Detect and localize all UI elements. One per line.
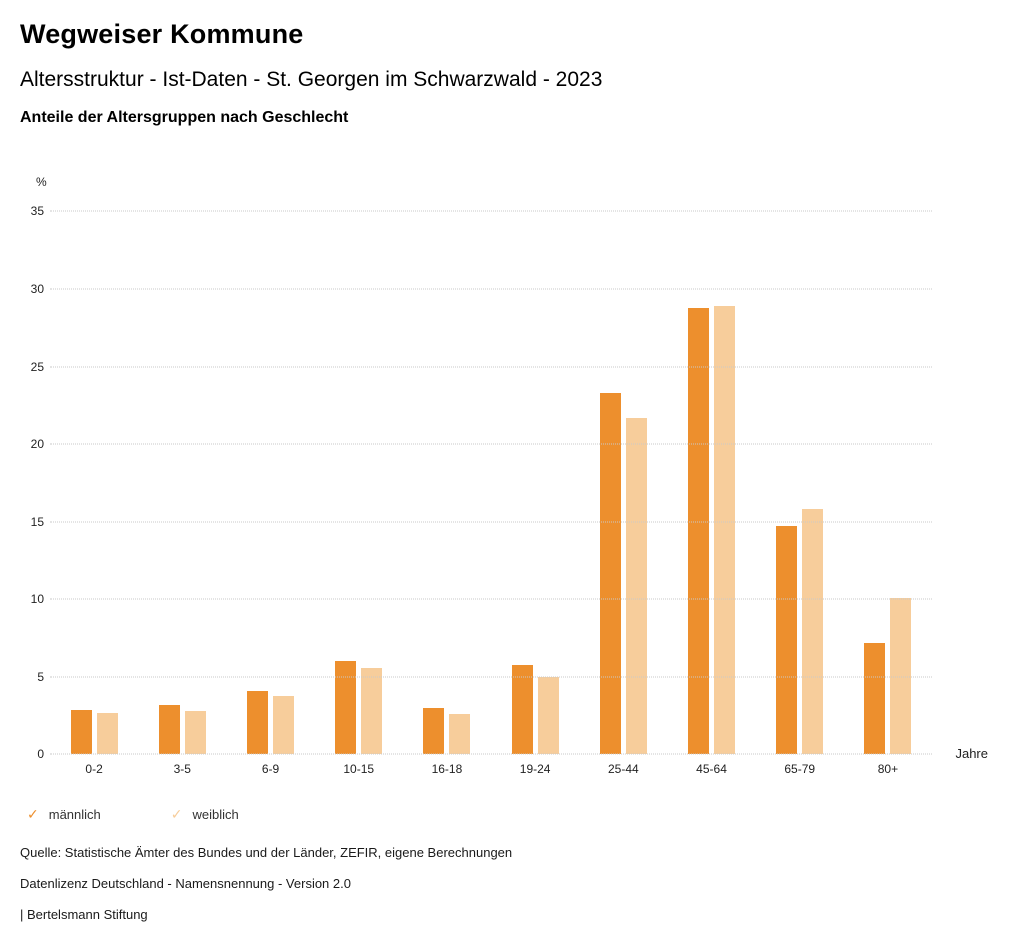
gridline [50,676,932,678]
legend-item-weiblich[interactable]: ✓ weiblich [171,806,239,823]
legend-item-maennlich[interactable]: ✓ männlich [27,806,101,823]
x-axis-tick-label: 16-18 [431,762,463,777]
gridline [50,521,932,523]
bar-weiblich-10-15[interactable] [361,667,383,755]
y-axis-tick-label: 0 [37,747,44,762]
bar-group-16-18 [403,211,491,755]
x-axis-tick-label: 19-24 [519,762,551,777]
bar-weiblich-19-24[interactable] [537,676,559,755]
bar-männlich-6-9[interactable] [247,690,268,755]
x-axis-tick-label: 6-9 [261,762,280,777]
bar-männlich-19-24[interactable] [511,664,533,755]
x-axis-tick-label: 0-2 [85,762,103,777]
x-axis-tick-label: 65-79 [784,762,816,777]
chart-sub-subtitle: Anteile der Altersgruppen nach Geschlech… [20,108,349,126]
legend: ✓ männlich ✓ weiblich [27,806,1004,823]
y-axis-unit-label: % [36,175,47,190]
gridline [50,443,932,445]
y-axis-tick-label: 5 [37,669,44,684]
legend-label-maennlich: männlich [48,807,101,823]
x-axis-tick-label: 80+ [877,762,899,777]
bar-group-3-5 [138,211,226,755]
x-axis-tick-label: 45-64 [696,762,727,777]
check-icon: ✓ [27,806,39,823]
bar-männlich-3-5[interactable] [158,704,180,755]
bar-group-45-64 [667,211,755,755]
license-note: Datenlizenz Deutschland - Namensnennung … [20,876,351,892]
gridline [50,288,932,290]
y-axis-tick-label: 20 [30,437,44,452]
x-axis-unit-label: Jahre [955,746,988,762]
page-title: Wegweiser Kommune [20,19,304,49]
y-axis-tick-label: 30 [30,282,44,297]
bar-männlich-45-64[interactable] [688,307,710,755]
bar-group-65-79 [756,211,844,755]
gridline [50,366,932,368]
bar-männlich-25-44[interactable] [599,393,621,755]
bar-männlich-65-79[interactable] [776,526,798,755]
bar-group-19-24 [491,211,579,755]
bar-männlich-80+[interactable] [864,642,886,755]
source-note: Quelle: Statistische Ämter des Bundes un… [20,845,513,861]
bar-weiblich-6-9[interactable] [273,695,294,755]
check-icon: ✓ [170,806,183,823]
bar-weiblich-0-2[interactable] [96,712,118,755]
legend-label-weiblich: weiblich [192,807,239,823]
chart-subtitle: Altersstruktur - Ist-Daten - St. Georgen… [20,68,603,92]
attribution-note: | Bertelsmann Stiftung [20,907,148,923]
bar-groups [50,211,932,755]
bar-group-0-2 [50,211,138,755]
y-axis-tick-label: 15 [30,514,44,529]
x-axis-labels: 0-2 3-5 6-9 10-15 16-18 19-24 25-44 45-64 65-79 8… [50,762,932,776]
bar-group-10-15 [315,211,403,755]
plot-area: % Jahre 0 5 10 15 20 25 30 35 [31,175,988,761]
y-axis-tick-label: 25 [30,359,44,374]
bar-weiblich-3-5[interactable] [184,711,206,755]
x-axis-tick-label: 10-15 [343,762,375,777]
bar-weiblich-80+[interactable] [890,597,912,755]
bar-männlich-16-18[interactable] [423,707,445,755]
y-axis-tick-label: 10 [30,592,44,607]
bar-group-80+ [844,211,932,755]
bar-weiblich-25-44[interactable] [625,417,647,755]
gridline [50,210,932,212]
bar-group-25-44 [579,211,667,755]
footer: Quelle: Statistische Ämter des Bundes un… [20,845,1004,924]
bar-weiblich-65-79[interactable] [802,509,824,755]
x-axis-tick-label: 3-5 [173,762,191,777]
gridline [50,598,932,600]
bar-group-6-9 [226,211,314,755]
chart: % Jahre 0 5 10 15 20 25 30 35 0-2 3-5 6-9 10-15 16-… [31,175,988,776]
x-axis-tick-label: 25-44 [607,762,639,777]
bar-männlich-0-2[interactable] [70,709,92,755]
y-axis-tick-label: 35 [30,204,44,219]
bar-weiblich-45-64[interactable] [714,306,736,755]
bar-männlich-10-15[interactable] [335,661,357,755]
gridline [50,753,932,755]
bar-weiblich-16-18[interactable] [449,714,471,755]
